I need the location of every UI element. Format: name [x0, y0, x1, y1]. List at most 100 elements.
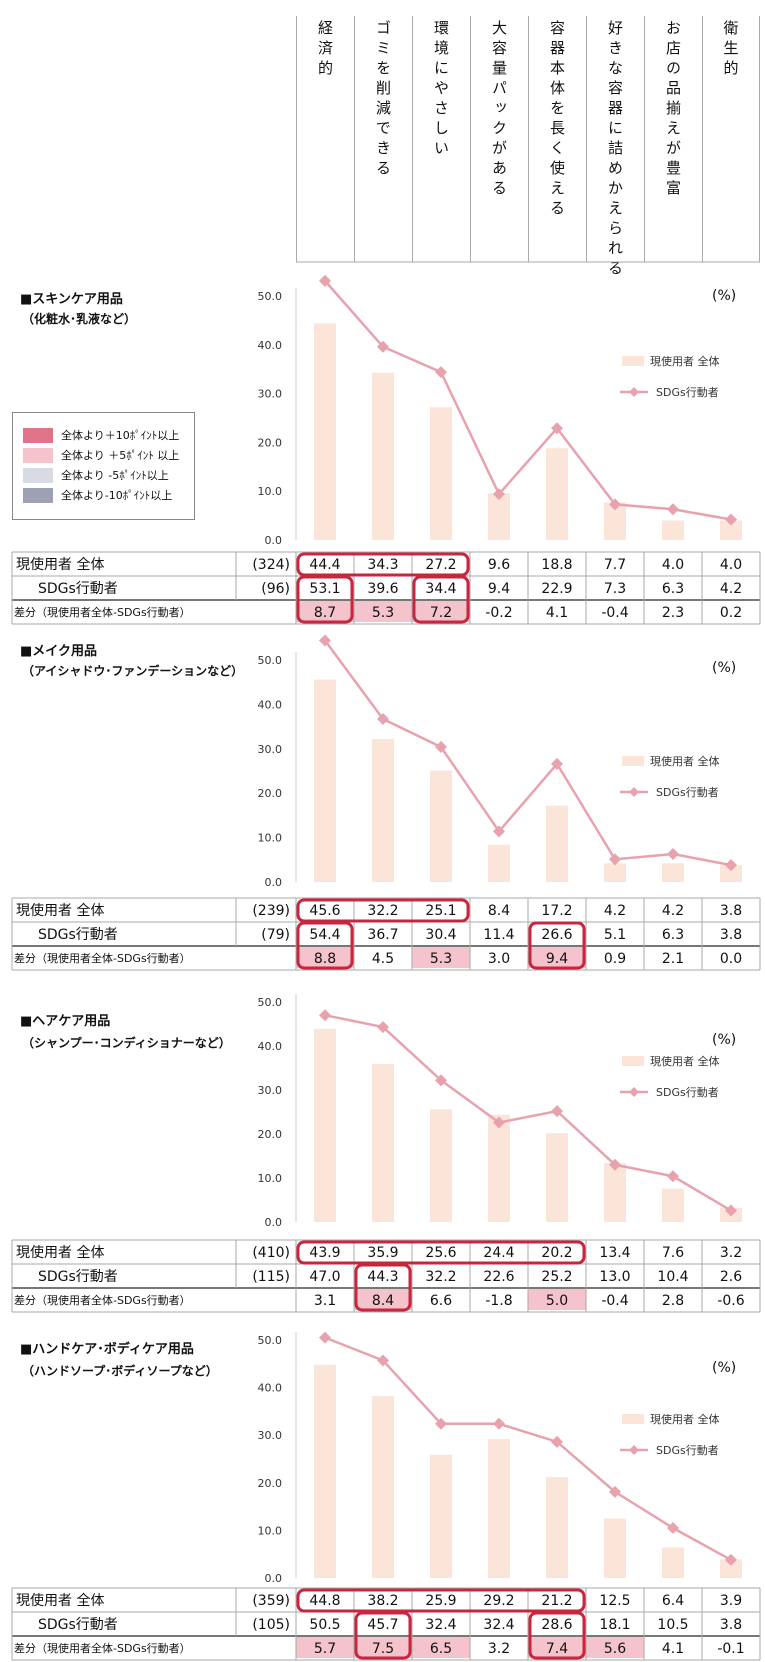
cell-value-sdgs: 36.7	[367, 927, 398, 943]
legend-label: 全体より-10ﾎﾟｲﾝﾄ以上	[61, 489, 173, 502]
cell-value-all: 4.0	[720, 557, 742, 573]
cell-value-diff: 9.4	[546, 951, 568, 967]
bar-current-users	[314, 323, 336, 540]
diff-cell-highlight	[528, 1288, 586, 1310]
column-header-label: 衛生的	[721, 20, 740, 80]
legend-line-label: SDGs行動者	[656, 1085, 719, 1099]
sample-size-sdgs: (105)	[252, 1617, 290, 1633]
unit-label: (%)	[712, 288, 737, 304]
bar-current-users	[546, 1477, 568, 1578]
row-label-sdgs: SDGs行動者	[38, 581, 118, 597]
bar-current-users	[314, 679, 336, 882]
bar-current-users	[314, 1364, 336, 1578]
line-sdgs-actors	[323, 639, 732, 867]
cell-value-sdgs: 26.6	[541, 927, 572, 943]
line-point-sdgs	[667, 1522, 679, 1535]
y-tick-label: 30.0	[258, 1084, 283, 1097]
bar-current-users	[546, 805, 568, 882]
cell-value-sdgs: 10.4	[657, 1269, 688, 1285]
diff-cell-highlight	[296, 1636, 354, 1658]
y-tick-label: 10.0	[258, 832, 283, 845]
legend-bar-label: 現使用者 全体	[650, 354, 720, 368]
line-point-sdgs	[435, 1417, 447, 1430]
bar-current-users	[720, 520, 742, 540]
legend-line-marker	[629, 1445, 639, 1455]
highlight-frame	[528, 921, 586, 970]
line-point-sdgs	[725, 1204, 737, 1217]
y-tick-label: 40.0	[258, 1382, 283, 1395]
panel-title: ■ヘアケア用品	[20, 1014, 111, 1029]
legend-swatch	[23, 427, 53, 443]
cell-value-diff: 2.8	[662, 1293, 684, 1309]
cell-value-sdgs: 3.8	[720, 927, 742, 943]
cell-value-all: 7.6	[662, 1245, 684, 1261]
cell-value-diff: 5.3	[372, 605, 394, 621]
legend-bar-swatch	[622, 356, 644, 366]
cell-value-diff: -0.4	[601, 1293, 628, 1309]
column-header-label: 好きな容器に詰めかえられる	[606, 20, 624, 280]
cell-value-diff: 8.8	[314, 951, 336, 967]
line-point-sdgs	[435, 1074, 447, 1087]
y-tick-label: 50.0	[258, 654, 283, 667]
column-header-cell: 大容量パックがある	[470, 16, 528, 262]
cell-value-sdgs: 25.2	[541, 1269, 572, 1285]
panel-title: ■メイク用品	[20, 644, 98, 659]
row-label-all: 現使用者 全体	[16, 1592, 104, 1609]
cell-value-all: 7.7	[604, 557, 626, 573]
line-point-sdgs	[377, 340, 389, 353]
cell-value-sdgs: 53.1	[309, 581, 340, 597]
y-tick-label: 20.0	[258, 787, 283, 800]
unit-label: (%)	[712, 1032, 737, 1048]
line-point-sdgs	[609, 498, 621, 511]
y-tick-label: 40.0	[258, 1040, 283, 1053]
bar-current-users	[488, 844, 510, 882]
diff-cell-highlight	[528, 946, 586, 968]
panel-subtitle: （シャンプー･コンディショナーなど）	[22, 1036, 231, 1050]
line-point-sdgs	[493, 1417, 505, 1430]
cell-value-diff: 0.2	[720, 605, 742, 621]
cell-value-diff: 4.1	[662, 1641, 684, 1657]
highlight-frame	[296, 1240, 586, 1265]
line-point-sdgs	[725, 1553, 737, 1566]
legend-swatch	[23, 487, 53, 503]
cell-value-diff: 0.9	[604, 951, 626, 967]
cell-value-diff: 5.3	[430, 951, 452, 967]
bar-current-users	[662, 1188, 684, 1222]
column-header-cell: ゴミを削減できる	[354, 16, 412, 262]
row-label-diff: 差分（現使用者全体-SDGs行動者）	[14, 1293, 191, 1307]
cell-value-sdgs: 2.6	[720, 1269, 742, 1285]
cell-value-diff: 5.0	[546, 1293, 568, 1309]
panel-title: ■ハンドケア･ボディケア用品	[20, 1342, 194, 1357]
column-header-label: 環境にやさしい	[432, 20, 450, 160]
cell-value-sdgs: 32.2	[425, 1269, 456, 1285]
bar-current-users	[604, 863, 626, 882]
cell-value-sdgs: 13.0	[599, 1269, 630, 1285]
cell-value-diff: 8.7	[314, 605, 336, 621]
y-tick-label: 20.0	[258, 1477, 283, 1490]
bar-current-users	[488, 1114, 510, 1222]
cell-value-all: 44.4	[309, 557, 340, 573]
cell-value-diff: 3.1	[314, 1293, 336, 1309]
legend-row: 全体より -5ﾎﾟｲﾝﾄ以上	[23, 467, 169, 483]
line-point-sdgs	[435, 741, 447, 754]
bar-current-users	[372, 1064, 394, 1222]
cell-value-diff: 0.0	[720, 951, 742, 967]
cell-value-all: 44.8	[309, 1593, 340, 1609]
panel-subtitle: （化粧水･乳液など）	[22, 312, 137, 326]
diff-cell-highlight	[354, 1636, 412, 1658]
bar-current-users	[546, 1133, 568, 1222]
cell-value-all: 4.2	[662, 903, 684, 919]
bar-current-users	[604, 502, 626, 540]
bar-current-users	[488, 493, 510, 540]
y-tick-label: 0.0	[265, 1216, 283, 1229]
unit-label: (%)	[712, 660, 737, 676]
bar-current-users	[662, 520, 684, 540]
y-tick-label: 0.0	[265, 1572, 283, 1585]
legend-label: 全体より ＋5ﾎﾟｲﾝﾄ 以上	[61, 449, 180, 462]
y-tick-label: 50.0	[258, 996, 283, 1009]
cell-value-all: 8.4	[488, 903, 510, 919]
bar-current-users	[372, 739, 394, 882]
cell-value-all: 3.9	[720, 1593, 742, 1609]
sample-size-all: (359)	[252, 1593, 290, 1609]
